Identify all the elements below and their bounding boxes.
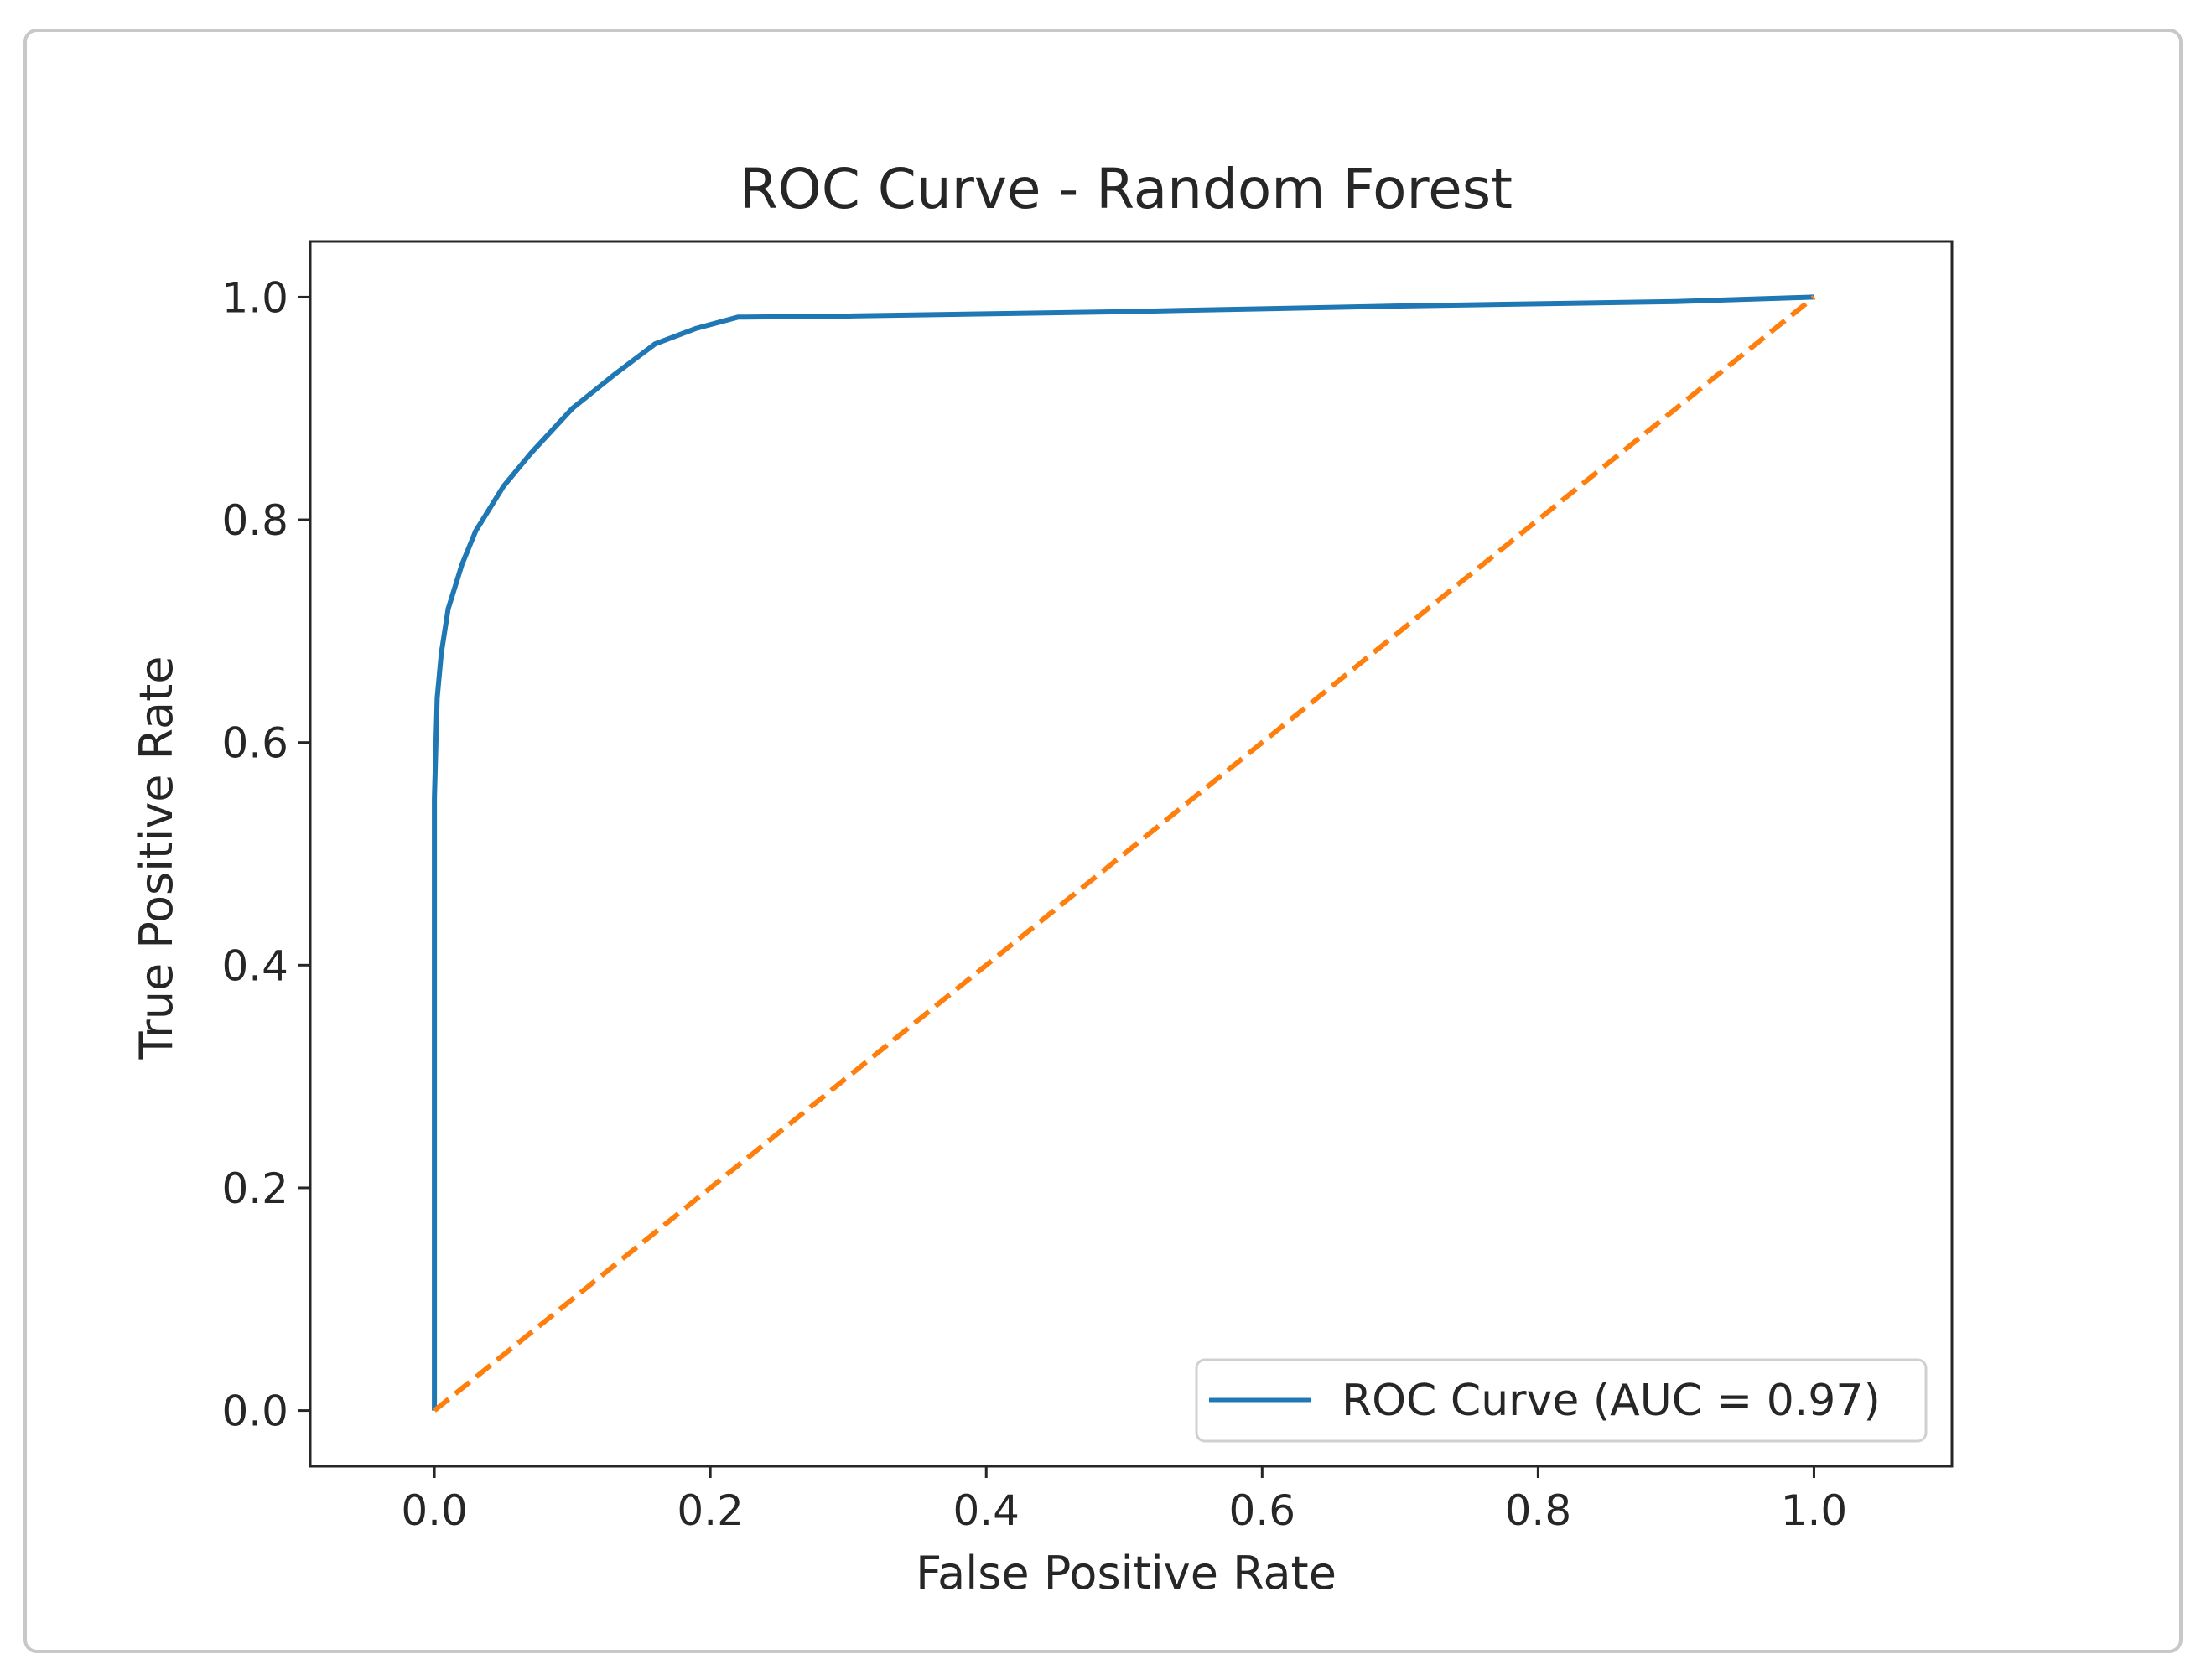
legend-box xyxy=(1195,1358,1928,1443)
series-line-chance xyxy=(433,295,1816,1413)
y-tick-label: 0.8 xyxy=(221,496,288,545)
y-axis-label: True Positive Rate xyxy=(130,656,183,1060)
x-tick-label: 0.4 xyxy=(952,1486,1020,1535)
y-tick-label: 0.4 xyxy=(221,941,288,990)
legend-label-roc: ROC Curve (AUC = 0.97) xyxy=(1342,1376,1881,1426)
x-tick-label: 0.8 xyxy=(1505,1486,1572,1535)
x-tick-label: 0.0 xyxy=(401,1486,468,1535)
series-line-roc xyxy=(432,294,1814,1411)
x-tick-label: 0.6 xyxy=(1229,1486,1296,1535)
plot-area: 0.0 0.2 0.4 0.6 0.8 1.0 0.0 0.2 0.4 0.6 0.8 1.0 xyxy=(221,240,1954,1535)
y-tick-label: 0.6 xyxy=(221,719,288,768)
y-tick-label: 0.0 xyxy=(221,1387,288,1436)
y-tick-label: 1.0 xyxy=(221,273,288,322)
legend: ROC Curve (AUC = 0.97) xyxy=(1195,1358,1928,1443)
chart-title: ROC Curve - Random Forest xyxy=(740,157,1513,221)
axes-frame xyxy=(309,240,1954,1468)
x-tick-label: 0.2 xyxy=(677,1486,744,1535)
x-axis-label: False Positive Rate xyxy=(916,1547,1337,1600)
y-tick-label: 0.2 xyxy=(221,1164,288,1213)
x-tick-label: 1.0 xyxy=(1781,1486,1848,1535)
